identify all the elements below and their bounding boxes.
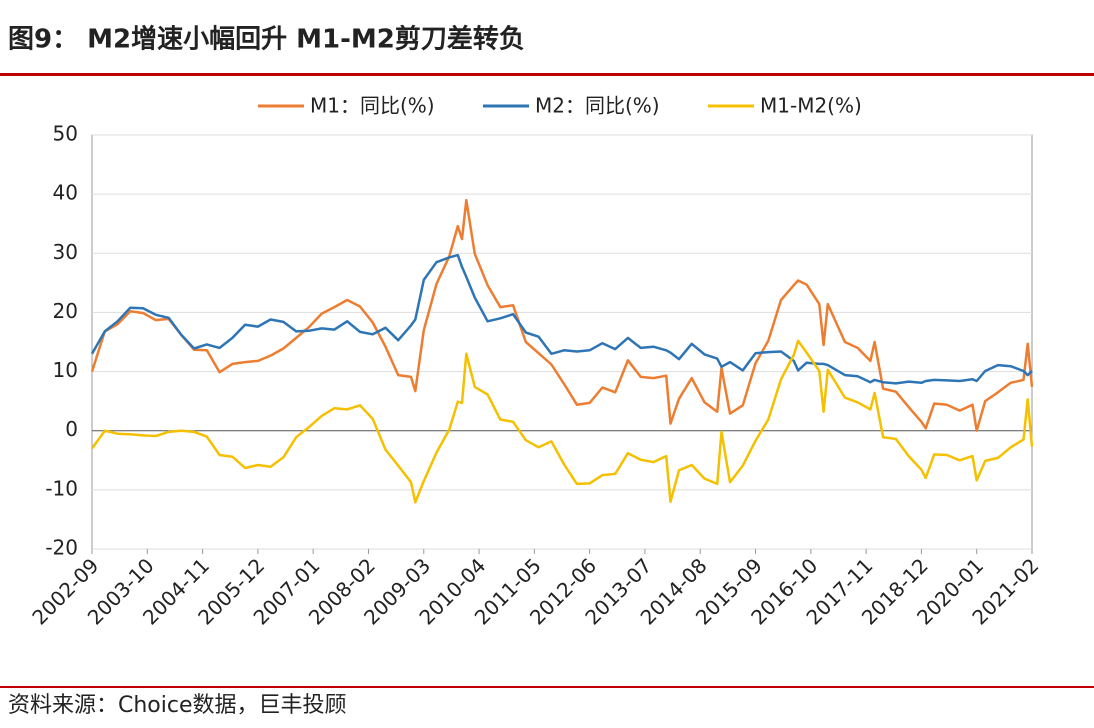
- series-line: [90, 198, 1034, 432]
- y-tick-label: -10: [45, 476, 78, 500]
- y-tick-label: 40: [53, 181, 78, 205]
- source: 资料来源：Choice数据，巨丰投顾: [8, 693, 347, 718]
- y-tick-label: -20: [45, 536, 78, 560]
- y-tick-label: 10: [53, 358, 78, 382]
- chart-title: 图9： M2增速小幅回升 M1-M2剪刀差转负: [8, 24, 525, 55]
- plot-frame: [91, 134, 1033, 550]
- title-rule: [0, 73, 1094, 76]
- legend-label: M1：同比(%): [310, 94, 435, 118]
- series-line: [90, 253, 1033, 385]
- footer-rule: [0, 686, 1094, 688]
- legend-label: M1-M2(%): [760, 94, 862, 118]
- y-tick-label: 30: [53, 240, 78, 264]
- legend-label: M2：同比(%): [535, 94, 660, 118]
- y-tick-label: 50: [53, 122, 78, 146]
- y-tick-label: 0: [65, 417, 78, 441]
- y-tick-label: 20: [53, 299, 78, 323]
- series-line: [90, 339, 1034, 504]
